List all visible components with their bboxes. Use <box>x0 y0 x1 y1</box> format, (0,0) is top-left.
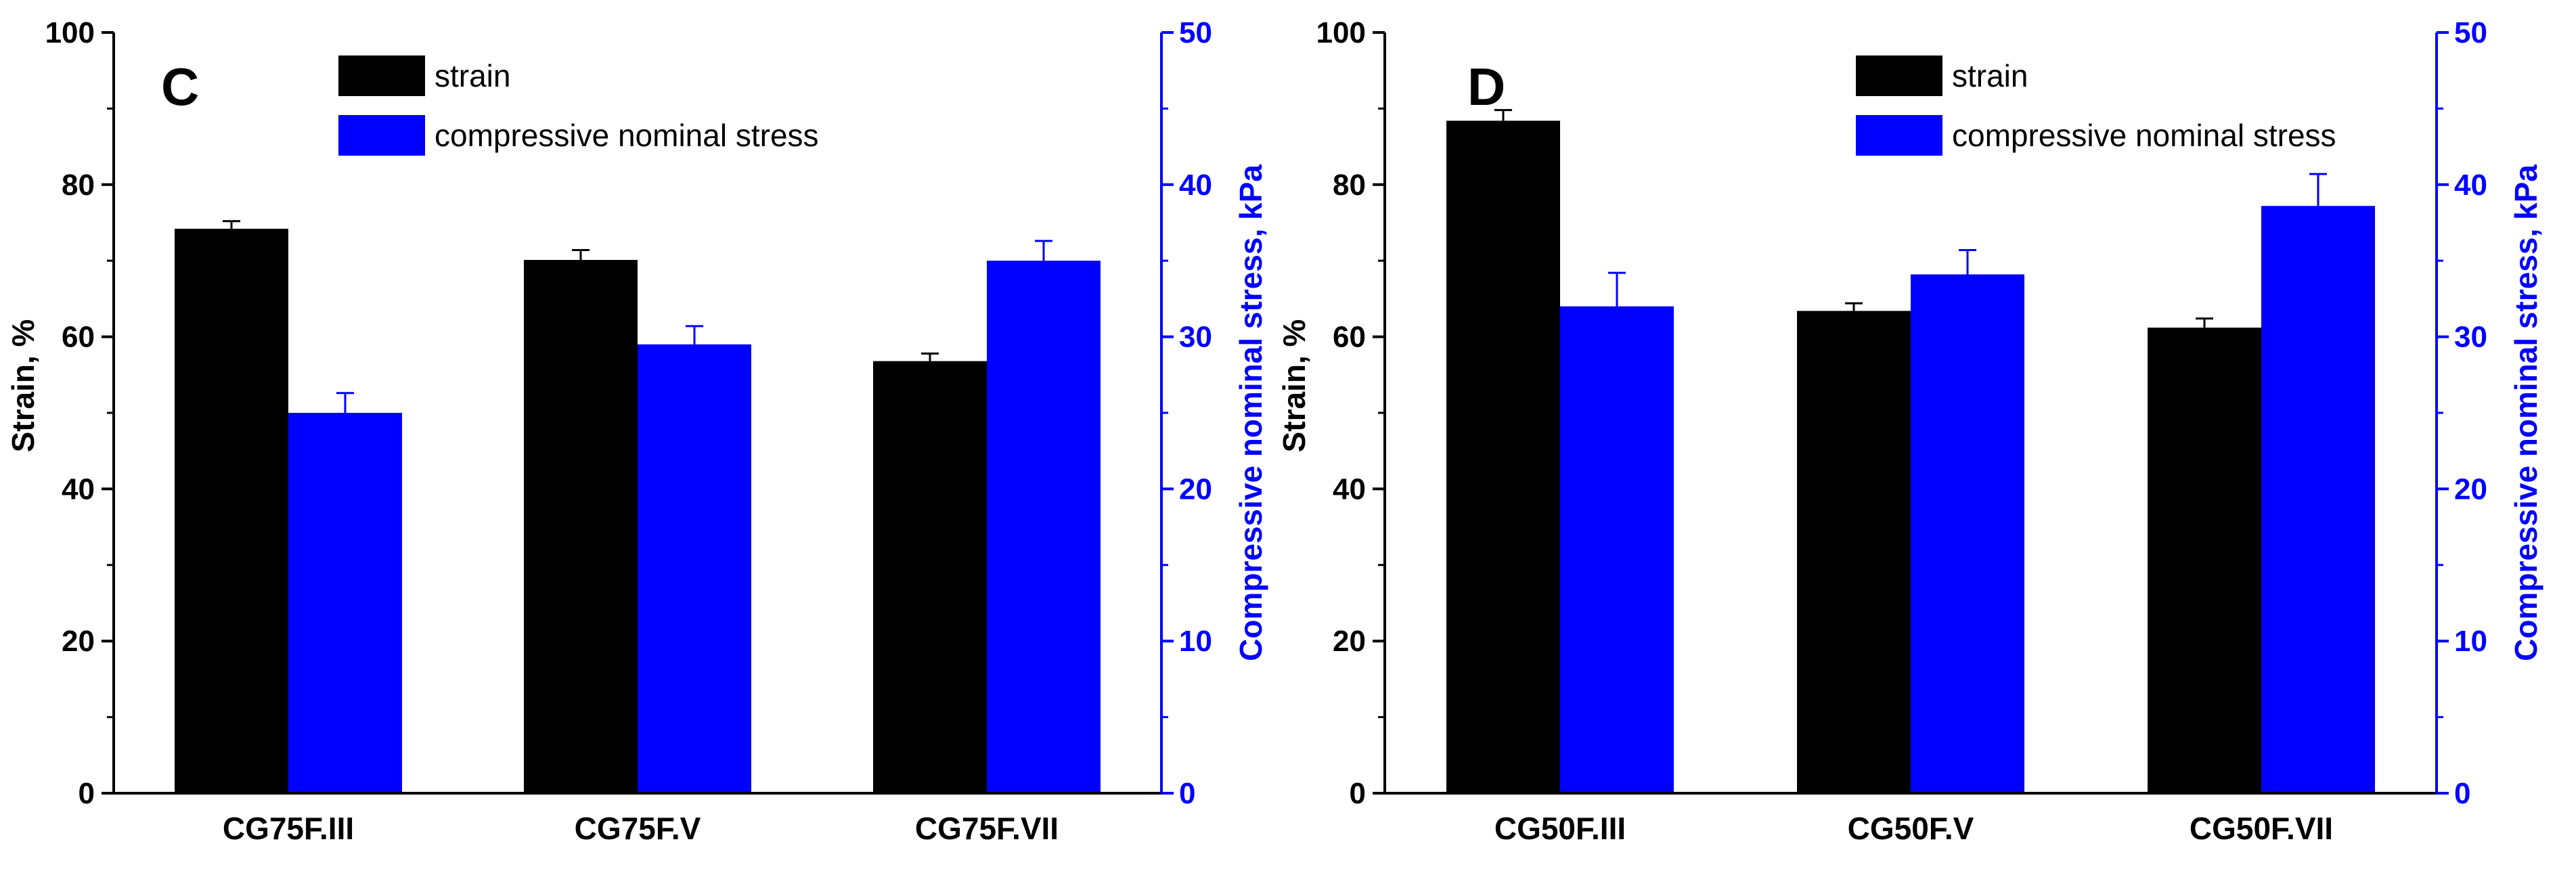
category-label: CG50F.V <box>1848 811 1974 846</box>
legend-swatch-strain <box>1856 55 1942 96</box>
right-tick-label: 0 <box>1179 777 1195 810</box>
category-label: CG75F.III <box>223 811 354 846</box>
right-tick-label: 40 <box>1179 169 1212 202</box>
category-label: CG50F.III <box>1494 811 1626 846</box>
left-tick-label: 0 <box>79 777 95 810</box>
right-tick-label: 40 <box>2454 169 2487 202</box>
right-tick-label: 50 <box>1179 16 1212 49</box>
stress-bar-2 <box>1911 274 2024 793</box>
category-label: CG75F.V <box>575 811 701 846</box>
left-tick-label: 0 <box>1350 777 1366 810</box>
left-tick-label: 80 <box>62 169 95 202</box>
legend-swatch-stress <box>338 115 425 156</box>
legend-label: strain <box>435 58 510 93</box>
legend-swatch-strain <box>338 55 425 96</box>
strain-bar-2 <box>1797 311 1911 793</box>
right-tick-label: 20 <box>1179 472 1212 506</box>
left-tick-label: 100 <box>1316 16 1366 49</box>
right-tick-label: 0 <box>2454 777 2470 810</box>
chart-panel-c: 0 20 40 60 80 100 0 10 20 30 40 50 CG75F.III CG75F.V C… <box>5 16 1268 846</box>
left-axis-title: Strain, % <box>5 319 41 453</box>
left-tick-label: 60 <box>1333 321 1366 354</box>
right-tick-label: 10 <box>2454 625 2487 658</box>
category-label: CG50F.VII <box>2190 811 2333 846</box>
right-tick-label: 20 <box>2454 472 2487 506</box>
right-tick-label: 30 <box>2454 321 2487 354</box>
legend-swatch-stress <box>1856 115 1942 156</box>
stress-bar-3 <box>2261 206 2375 794</box>
panel-letter: C <box>161 57 199 116</box>
left-tick-label: 20 <box>1333 625 1366 658</box>
legend-label: compressive nominal stress <box>435 118 819 153</box>
left-tick-label: 40 <box>62 472 95 506</box>
strain-bar-3 <box>2148 328 2261 793</box>
legend-label: compressive nominal stress <box>1952 118 2336 153</box>
strain-bar-3 <box>873 361 987 793</box>
right-axis-title: Compressive nominal stress, kPa <box>2508 164 2544 661</box>
panel-letter: D <box>1467 57 1505 116</box>
chart-panel-d: 0 20 40 60 80 100 0 10 20 30 40 50 CG50F.III CG50F.V C… <box>1276 16 2544 846</box>
left-tick-label: 80 <box>1333 169 1366 202</box>
right-tick-label: 30 <box>1179 321 1212 354</box>
legend: strain compressive nominal stress <box>1856 55 2336 156</box>
stress-bar-1 <box>1560 306 1674 793</box>
category-label: CG75F.VII <box>915 811 1059 846</box>
strain-bar-1 <box>1446 120 1560 793</box>
strain-bar-1 <box>175 228 288 793</box>
stress-bar-2 <box>638 344 751 794</box>
left-tick-label: 20 <box>62 625 95 658</box>
legend-label: strain <box>1952 58 2028 93</box>
legend: strain compressive nominal stress <box>338 55 819 156</box>
right-tick-label: 10 <box>1179 625 1212 658</box>
right-tick-label: 50 <box>2454 16 2487 49</box>
left-tick-label: 40 <box>1333 472 1366 506</box>
stress-bar-3 <box>987 261 1101 793</box>
left-tick-label: 60 <box>62 321 95 354</box>
left-axis-title: Strain, % <box>1276 319 1312 453</box>
right-axis-title: Compressive nominal stress, kPa <box>1233 164 1268 661</box>
stress-bar-1 <box>288 413 402 793</box>
strain-bar-2 <box>524 260 638 793</box>
left-tick-label: 100 <box>45 16 95 49</box>
